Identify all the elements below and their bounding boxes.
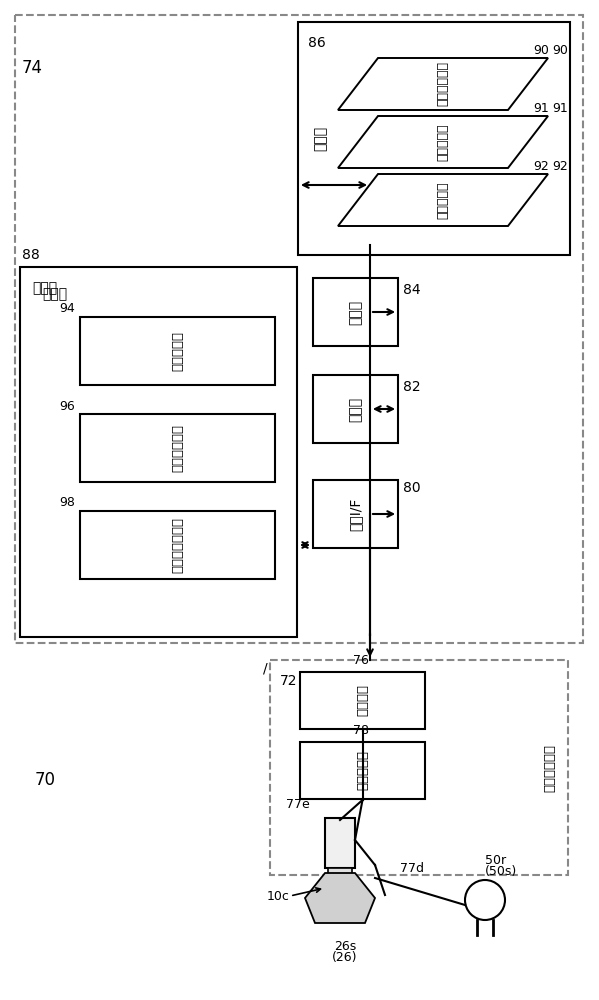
Text: 90: 90	[533, 43, 549, 56]
Bar	[80, 317, 275, 385]
Text: 分光反射特性: 分光反射特性	[437, 62, 449, 106]
Polygon shape	[338, 58, 548, 110]
Text: 74: 74	[22, 59, 43, 77]
Text: 90: 90	[552, 43, 568, 56]
Text: 82: 82	[403, 380, 420, 394]
Text: 光学测定夺具: 光学测定夺具	[543, 744, 556, 792]
Text: 10c: 10c	[267, 890, 290, 902]
Bar	[298, 22, 570, 255]
Bar	[325, 818, 355, 868]
Text: (50s): (50s)	[485, 864, 518, 878]
Polygon shape	[338, 116, 548, 168]
Text: 88: 88	[22, 248, 40, 262]
Bar	[313, 375, 398, 443]
Bar	[270, 660, 568, 875]
Polygon shape	[338, 174, 548, 226]
Text: 98: 98	[59, 496, 75, 510]
Text: 26s: 26s	[334, 940, 356, 952]
Bar	[328, 868, 352, 886]
Text: 通信I/F: 通信I/F	[349, 497, 362, 531]
Text: 94: 94	[59, 302, 75, 316]
Circle shape	[465, 880, 505, 920]
Text: 91: 91	[533, 102, 549, 114]
Text: 显示部: 显示部	[349, 299, 362, 325]
Text: 推定用数据: 推定用数据	[437, 123, 449, 161]
Bar	[15, 15, 583, 643]
Bar	[80, 511, 275, 579]
Bar	[80, 414, 275, 482]
Text: 控制部: 控制部	[32, 281, 57, 295]
Text: 控制部: 控制部	[42, 287, 67, 301]
Text: 分光光度计: 分光光度计	[356, 750, 369, 790]
Text: 输入部: 输入部	[349, 396, 362, 422]
Text: 数据获取部: 数据获取部	[171, 331, 184, 371]
Text: 77d: 77d	[400, 861, 424, 874]
Text: 校正曲线决定部: 校正曲线决定部	[171, 517, 184, 573]
Text: 鹵素光源: 鹵素光源	[356, 684, 369, 716]
Bar	[300, 742, 425, 799]
Text: 77e: 77e	[286, 798, 310, 812]
Text: 76: 76	[352, 654, 368, 666]
Text: 86: 86	[308, 36, 326, 50]
Text: 存储部: 存储部	[313, 126, 327, 151]
Bar	[20, 267, 297, 637]
Text: 72: 72	[280, 674, 298, 688]
Text: 80: 80	[403, 481, 420, 495]
Text: 检测值推定部: 检测值推定部	[171, 424, 184, 472]
Text: 70: 70	[35, 771, 56, 789]
Text: 50r: 50r	[485, 854, 506, 867]
Bar	[300, 672, 425, 729]
Text: 78: 78	[352, 724, 368, 736]
Polygon shape	[305, 873, 375, 923]
Bar	[313, 480, 398, 548]
Bar	[313, 278, 398, 346]
Text: 91: 91	[552, 102, 568, 114]
Text: 92: 92	[552, 159, 568, 172]
Text: 96: 96	[59, 399, 75, 412]
Text: 84: 84	[403, 283, 420, 297]
Text: 92: 92	[533, 159, 549, 172]
Text: /: /	[264, 661, 268, 675]
Text: (26): (26)	[332, 952, 358, 964]
Text: 基准检测值: 基准检测值	[437, 181, 449, 219]
